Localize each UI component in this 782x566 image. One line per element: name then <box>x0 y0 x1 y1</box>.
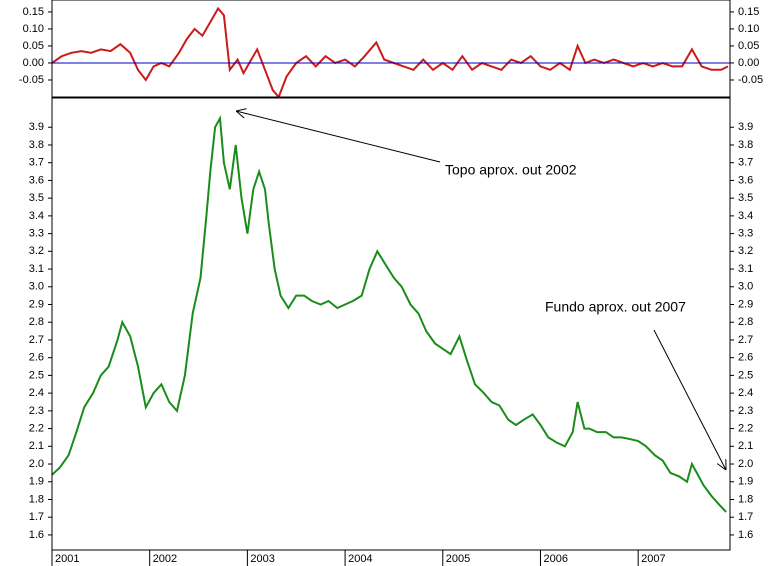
y-tick-label: 0.05 <box>738 40 759 52</box>
y-tick-label: 3.2 <box>738 245 753 257</box>
panel-frame <box>51 0 731 98</box>
y-tick-label: 0.15 <box>738 6 759 18</box>
y-tick-label: 1.7 <box>29 511 44 523</box>
y-tick-label: 0.00 <box>738 57 759 69</box>
annotation: Topo aprox. out 2002 <box>445 162 577 178</box>
y-tick-label: 2.3 <box>738 405 753 417</box>
y-tick-label: 0.10 <box>738 23 759 35</box>
y-tick-label: 1.6 <box>738 529 753 541</box>
annotation-arrow <box>653 329 726 470</box>
series-line <box>51 6 729 99</box>
y-tick-label: 2.0 <box>29 458 44 470</box>
y-tick-label: 3.4 <box>29 210 44 222</box>
y-tick-label: 2.6 <box>738 352 753 364</box>
y-tick-label: 3.7 <box>29 157 44 169</box>
y-tick-label: 3.9 <box>29 121 44 133</box>
annotation: Fundo aprox. out 2007 <box>545 299 686 315</box>
y-tick-label: 0.10 <box>23 23 44 35</box>
y-tick-label: 3.7 <box>738 157 753 169</box>
y-tick-label: 2.5 <box>29 369 44 381</box>
x-tick-label: 2001 <box>55 553 79 565</box>
y-tick-label: 2.7 <box>738 334 753 346</box>
x-tick-label: 2002 <box>153 553 177 565</box>
y-tick-label: 3.5 <box>738 192 753 204</box>
y-tick-label: 3.1 <box>29 263 44 275</box>
y-tick-label: 0.00 <box>23 57 44 69</box>
y-tick-label: 2.8 <box>29 316 44 328</box>
y-tick-label: 2.7 <box>29 334 44 346</box>
y-tick-label: 3.1 <box>738 263 753 275</box>
y-tick-label: 2.1 <box>29 440 44 452</box>
y-tick-label: 3.3 <box>29 228 44 240</box>
y-tick-label: 0.05 <box>23 40 44 52</box>
y-tick-label: -0.05 <box>19 74 44 86</box>
y-tick-label: 2.9 <box>29 298 44 310</box>
y-tick-label: 2.6 <box>29 352 44 364</box>
y-tick-label: 2.3 <box>29 405 44 417</box>
y-tick-label: 2.9 <box>738 298 753 310</box>
x-tick-label: 2005 <box>446 553 470 565</box>
panel-frame <box>51 97 731 551</box>
y-tick-label: 1.8 <box>738 493 753 505</box>
annotation-arrow <box>236 111 441 163</box>
y-tick-label: 3.6 <box>738 174 753 186</box>
y-tick-label: 3.3 <box>738 228 753 240</box>
y-tick-label: 1.9 <box>29 476 44 488</box>
y-tick-label: 3.5 <box>29 192 44 204</box>
y-tick-label: 3.8 <box>29 139 44 151</box>
y-tick-label: 1.8 <box>29 493 44 505</box>
series-line <box>51 115 727 513</box>
y-tick-label: 2.2 <box>29 422 44 434</box>
y-tick-label: 2.5 <box>738 369 753 381</box>
y-tick-label: 3.0 <box>29 281 44 293</box>
y-tick-label: 3.9 <box>738 121 753 133</box>
y-tick-label: 3.6 <box>29 174 44 186</box>
y-tick-label: 3.4 <box>738 210 753 222</box>
y-tick-label: 2.8 <box>738 316 753 328</box>
y-tick-label: 2.4 <box>738 387 753 399</box>
y-tick-label: 1.9 <box>738 476 753 488</box>
y-tick-label: 2.2 <box>738 422 753 434</box>
x-tick-label: 2003 <box>250 553 274 565</box>
y-tick-label: 1.6 <box>29 529 44 541</box>
y-tick-label: 3.8 <box>738 139 753 151</box>
x-tick-label: 2006 <box>543 553 567 565</box>
y-tick-label: 3.0 <box>738 281 753 293</box>
y-tick-label: 2.1 <box>738 440 753 452</box>
y-tick-label: 3.2 <box>29 245 44 257</box>
y-tick-label: 0.15 <box>23 6 44 18</box>
y-tick-label: 1.7 <box>738 511 753 523</box>
y-tick-label: 2.4 <box>29 387 44 399</box>
y-tick-label: -0.05 <box>738 74 763 86</box>
y-tick-label: 2.0 <box>738 458 753 470</box>
x-tick-label: 2007 <box>641 553 665 565</box>
x-tick-label: 2004 <box>348 553 372 565</box>
